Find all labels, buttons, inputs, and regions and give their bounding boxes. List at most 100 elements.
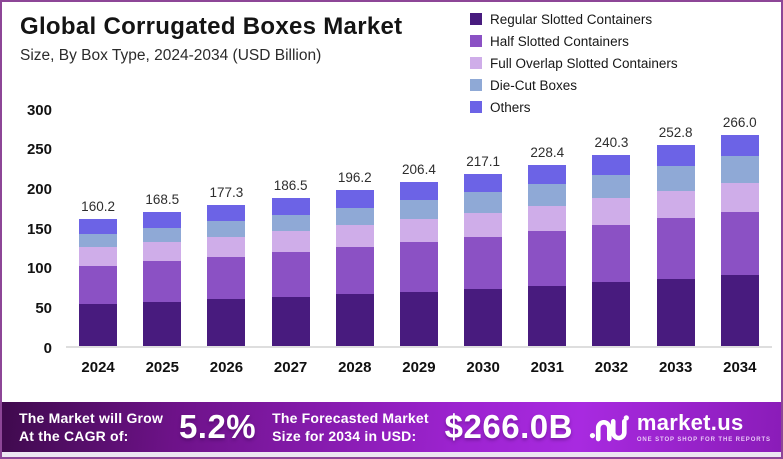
bar-segment-others — [656, 145, 695, 167]
bar-total-label-2031: 228.4 — [530, 144, 565, 160]
bar-group-2028: 196.2 — [335, 170, 374, 346]
bar-total-label-2033: 252.8 — [658, 125, 693, 141]
bar-segment-half-slotted-containers — [399, 242, 438, 292]
bar-segment-regular-slotted-containers — [143, 301, 182, 346]
bar-segment-half-slotted-containers — [79, 265, 118, 305]
bar-total-label-2034: 266.0 — [722, 114, 757, 130]
bar-segment-others — [528, 164, 567, 185]
bar-segment-others — [464, 173, 503, 193]
bar-group-2033: 252.8 — [656, 125, 695, 346]
bar-segment-regular-slotted-containers — [720, 275, 759, 346]
x-tick-2030: 2030 — [466, 359, 500, 376]
bar-total-label-2024: 160.2 — [81, 198, 115, 214]
legend-item-die-cut-boxes: Die-Cut Boxes — [470, 74, 678, 96]
bar-segment-regular-slotted-containers — [335, 294, 374, 346]
legend-label: Die-Cut Boxes — [490, 77, 578, 93]
marketus-logo: market.us ONE STOP SHOP FOR THE REPORTS — [589, 409, 771, 443]
bar-segment-die-cut-boxes — [399, 200, 438, 220]
x-tick-2033: 2033 — [658, 359, 693, 376]
bar-segment-half-slotted-containers — [656, 218, 695, 279]
bar-group-2024: 160.2 — [79, 199, 118, 346]
bar-segment-die-cut-boxes — [656, 166, 695, 191]
marketus-logo-text: market.us — [636, 409, 744, 435]
bar-group-2032: 240.3 — [592, 135, 631, 346]
bar-segment-half-slotted-containers — [335, 247, 374, 295]
legend-swatch-die-cut-boxes — [470, 79, 482, 91]
bar-segment-half-slotted-containers — [592, 224, 631, 283]
bar-segment-regular-slotted-containers — [464, 288, 503, 346]
y-tick-150: 150 — [26, 220, 52, 238]
bar-segment-others — [399, 182, 438, 201]
bar-total-label-2030: 217.1 — [466, 153, 501, 169]
bar-segment-regular-slotted-containers — [656, 278, 695, 346]
cagr-banner: The Market will Grow At the CAGR of: 5.2… — [2, 402, 781, 452]
bar-segment-others — [271, 198, 310, 215]
x-tick-2026: 2026 — [209, 359, 244, 376]
cagr-value: 5.2% — [178, 408, 257, 445]
bar-total-label-2026: 177.3 — [209, 185, 244, 201]
bar-segment-others — [720, 135, 759, 157]
bar-total-label-2025: 168.5 — [145, 192, 180, 208]
x-tick-2024: 2024 — [81, 359, 115, 376]
legend-item-half-slotted-containers: Half Slotted Containers — [470, 30, 678, 52]
bar-segment-regular-slotted-containers — [592, 282, 631, 346]
bar-segment-regular-slotted-containers — [207, 299, 246, 346]
forecast-value: $266.0B — [444, 408, 573, 445]
legend-label: Half Slotted Containers — [490, 33, 629, 49]
x-axis: 2024 2025 2026 2027 2028 2029 2030 2031 2032 2033… — [66, 359, 772, 376]
bar-total-label-2029: 206.4 — [402, 162, 436, 178]
cagr-label: The Market will Grow At the CAGR of: — [19, 409, 163, 445]
x-tick-2027: 2027 — [273, 359, 308, 376]
forecast-label: The Forecasted Market Size for 2034 in U… — [272, 409, 429, 445]
bar-segment-full-overlap-slotted-containers — [143, 242, 182, 262]
bar-segment-full-overlap-slotted-containers — [656, 190, 695, 219]
x-tick-2025: 2025 — [145, 359, 179, 376]
bar-segment-half-slotted-containers — [528, 230, 567, 286]
bar-segment-half-slotted-containers — [207, 256, 246, 300]
bar-segment-full-overlap-slotted-containers — [399, 219, 438, 243]
y-tick-250: 250 — [26, 141, 52, 159]
bar-segment-die-cut-boxes — [271, 214, 310, 232]
legend-label: Full Overlap Slotted Containers — [490, 55, 678, 71]
legend-swatch-full-overlap-slotted-containers — [470, 57, 482, 69]
x-tick-2034: 2034 — [723, 359, 757, 376]
bar-segment-die-cut-boxes — [79, 233, 118, 248]
bar-segment-others — [592, 155, 631, 176]
legend-label: Others — [490, 99, 531, 115]
bar-total-label-2027: 186.5 — [273, 178, 308, 194]
bar-group-2027: 186.5 — [271, 178, 310, 346]
page-title: Global Corrugated Boxes Market — [20, 13, 403, 40]
bar-segment-die-cut-boxes — [207, 221, 246, 237]
legend-item-full-overlap-slotted-containers: Full Overlap Slotted Containers — [470, 52, 678, 74]
cagr-label-line1: The Market will Grow — [19, 409, 164, 426]
bar-segment-full-overlap-slotted-containers — [79, 247, 118, 266]
bar-segment-full-overlap-slotted-containers — [528, 205, 567, 231]
legend: Regular Slotted Containers Half Slotted C… — [470, 8, 678, 118]
cagr-label-line2: At the CAGR of: — [19, 428, 129, 444]
bar-segment-die-cut-boxes — [143, 228, 182, 243]
bar-group-2029: 206.4 — [399, 162, 438, 346]
bar-segment-others — [335, 190, 374, 208]
bar-segment-die-cut-boxes — [335, 207, 374, 226]
x-tick-2028: 2028 — [338, 359, 372, 376]
bar-segment-regular-slotted-containers — [399, 291, 438, 346]
forecast-label-line1: The Forecasted Market — [272, 409, 429, 426]
bar-segment-full-overlap-slotted-containers — [592, 198, 631, 225]
bar-group-2025: 168.5 — [143, 192, 182, 346]
y-tick-200: 200 — [26, 180, 52, 198]
legend-item-others: Others — [470, 96, 678, 118]
y-tick-0: 0 — [43, 339, 52, 357]
bar-segment-others — [143, 212, 182, 228]
x-tick-2029: 2029 — [402, 359, 436, 376]
legend-swatch-regular-slotted-containers — [470, 13, 482, 25]
bar-segment-half-slotted-containers — [464, 236, 503, 289]
y-tick-300: 300 — [26, 101, 52, 119]
bar-segment-others — [79, 218, 118, 234]
bar-group-2026: 177.3 — [207, 185, 246, 346]
bar-segment-full-overlap-slotted-containers — [335, 225, 374, 248]
bar-segment-full-overlap-slotted-containers — [207, 236, 246, 257]
bar-segment-die-cut-boxes — [464, 192, 503, 213]
bar-segment-others — [207, 205, 246, 222]
